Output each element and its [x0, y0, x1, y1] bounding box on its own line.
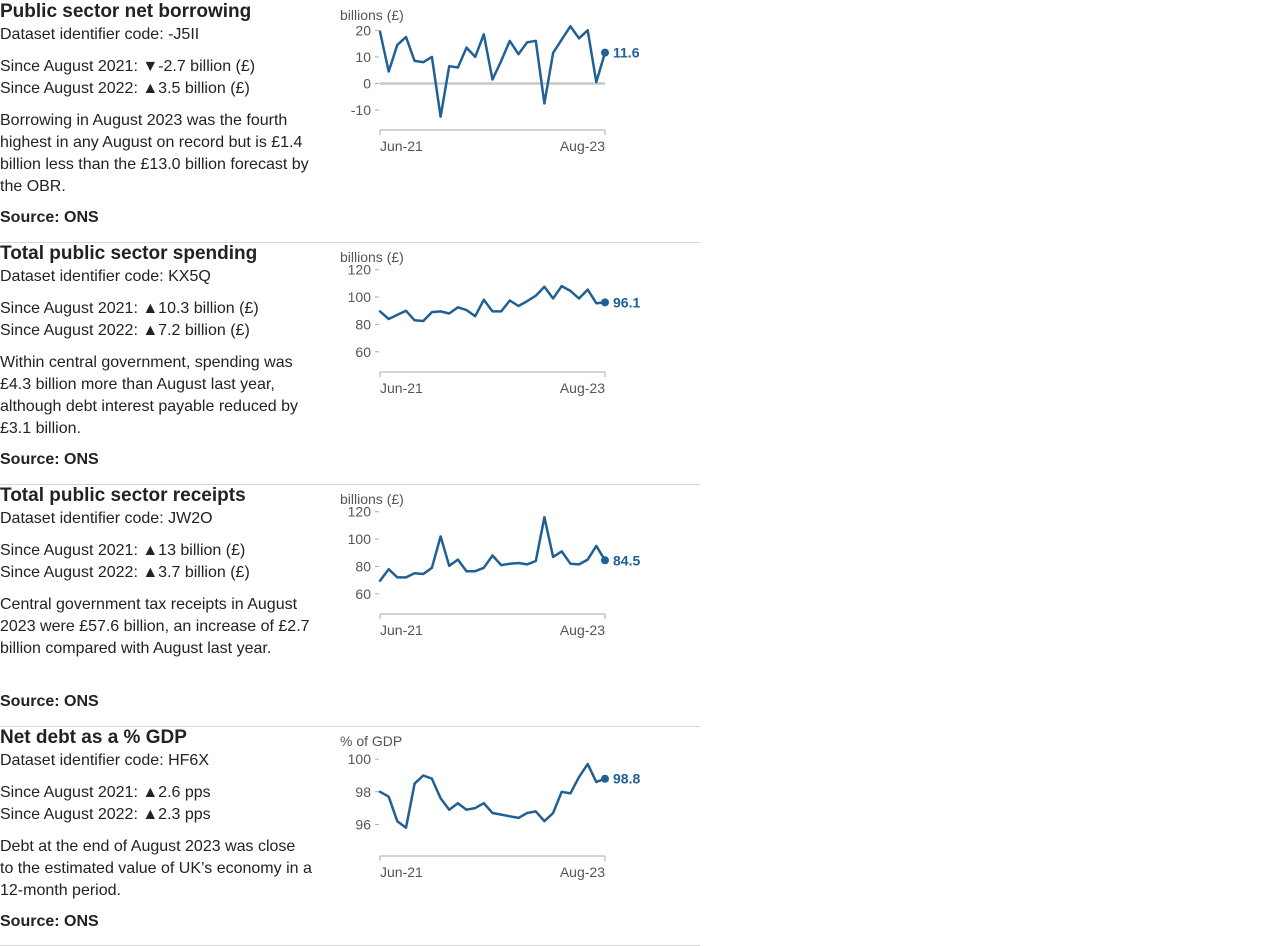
- change-since-2021: Since August 2021: ▲10.3 billion (£): [0, 300, 259, 317]
- dataset-code: Dataset identifier code: KX5Q: [0, 268, 211, 285]
- y-tick-label: 100: [348, 531, 372, 547]
- end-point-marker: [601, 556, 609, 565]
- change-since-2022: Since August 2022: ▲3.5 billion (£): [0, 80, 250, 97]
- panel-text: Total public sector receipts Dataset ide…: [0, 484, 320, 660]
- source-label: Source: ONS: [0, 693, 99, 710]
- x-tick-label-start: Jun-21: [380, 138, 423, 154]
- end-value-label: 96.1: [613, 294, 640, 310]
- end-point-marker: [601, 48, 609, 57]
- panel-net-borrowing: Public sector net borrowing Dataset iden…: [0, 0, 700, 243]
- y-tick-label: 10: [355, 49, 371, 65]
- x-tick-label-end: Aug-23: [560, 622, 605, 638]
- y-tick-label: 100: [348, 751, 372, 767]
- y-tick-label: 100: [348, 289, 372, 305]
- x-tick-label-start: Jun-21: [380, 622, 423, 638]
- change-since-2021: Since August 2021: ▲2.6 pps: [0, 784, 211, 801]
- y-tick-label: 80: [355, 558, 371, 574]
- chart-net-borrowing: billions (£)20 10 0 -10 Jun-21 Aug-23 11.6: [340, 7, 640, 154]
- y-axis-unit-label: % of GDP: [340, 733, 402, 749]
- panel-description: Borrowing in August 2023 was the fourth …: [0, 112, 309, 195]
- x-tick-label-start: Jun-21: [380, 380, 423, 396]
- series-line: [378, 515, 607, 583]
- end-value-label: 11.6: [613, 45, 640, 61]
- series-line: [378, 25, 607, 118]
- panel-text: Public sector net borrowing Dataset iden…: [0, 0, 320, 198]
- panel-receipts: Total public sector receipts Dataset ide…: [0, 484, 700, 727]
- panel-text: Total public sector spending Dataset ide…: [0, 242, 320, 440]
- chart-net-debt: % of GDP 100 98 96 Jun-21 Aug-23 98.8: [340, 733, 640, 880]
- panel-title: Total public sector receipts: [0, 485, 246, 506]
- change-since-2022: Since August 2022: ▲3.7 billion (£): [0, 564, 250, 581]
- change-since-2022: Since August 2022: ▲2.3 pps: [0, 806, 211, 823]
- panel-net-debt: Net debt as a % GDP Dataset identifier c…: [0, 726, 700, 946]
- panel-title: Net debt as a % GDP: [0, 727, 187, 748]
- changes: Since August 2021: ▲2.6 pps Since August…: [0, 782, 320, 826]
- end-point-marker: [601, 298, 609, 307]
- chart-receipts: billions (£)120 100 80 60 Jun-21 Aug-23 84.5: [340, 491, 640, 638]
- y-tick-label: 20: [355, 22, 371, 38]
- chart-spending: billions (£)120 100 80 60 Jun-21 Aug-23 96.1: [340, 249, 640, 396]
- x-tick-label-end: Aug-23: [560, 380, 605, 396]
- panel-title: Total public sector spending: [0, 243, 258, 264]
- y-tick-label: 60: [355, 586, 371, 602]
- changes: Since August 2021: ▼-2.7 billion (£) Sin…: [0, 56, 320, 100]
- x-tick-label-end: Aug-23: [560, 138, 605, 154]
- y-axis-unit-label: billions (£): [340, 7, 404, 23]
- y-tick-label: -10: [351, 102, 371, 118]
- source-label: Source: ONS: [0, 913, 99, 930]
- x-tick-label-end: Aug-23: [560, 864, 605, 880]
- y-tick-label: 0: [363, 75, 371, 91]
- change-since-2021: Since August 2021: ▲13 billion (£): [0, 542, 246, 559]
- y-axis-unit-label: billions (£): [340, 249, 404, 265]
- panel-description: Within central government, spending was …: [0, 354, 298, 437]
- changes: Since August 2021: ▲13 billion (£) Since…: [0, 540, 320, 584]
- y-tick-label: 120: [348, 504, 372, 520]
- source-label: Source: ONS: [0, 451, 99, 468]
- y-tick-label: 98: [355, 784, 371, 800]
- panel-text: Net debt as a % GDP Dataset identifier c…: [0, 726, 320, 902]
- series-line: [378, 284, 607, 323]
- y-tick-label: 80: [355, 316, 371, 332]
- source-label: Source: ONS: [0, 209, 99, 226]
- end-value-label: 84.5: [613, 552, 640, 568]
- y-axis-unit-label: billions (£): [340, 491, 404, 507]
- end-value-label: 98.8: [613, 771, 640, 787]
- y-tick-label: 96: [355, 816, 371, 832]
- dataset-code: Dataset identifier code: -J5II: [0, 26, 200, 43]
- panel-spending: Total public sector spending Dataset ide…: [0, 242, 700, 485]
- panel-description: Central government tax receipts in Augus…: [0, 596, 310, 657]
- y-tick-label: 120: [348, 262, 372, 278]
- end-point-marker: [601, 774, 609, 783]
- change-since-2021: Since August 2021: ▼-2.7 billion (£): [0, 58, 256, 75]
- x-tick-label-start: Jun-21: [380, 864, 423, 880]
- panel-description: Debt at the end of August 2023 was close…: [0, 838, 312, 899]
- dataset-code: Dataset identifier code: HF6X: [0, 752, 209, 769]
- dataset-code: Dataset identifier code: JW2O: [0, 510, 213, 527]
- series-line: [378, 762, 607, 829]
- changes: Since August 2021: ▲10.3 billion (£) Sin…: [0, 298, 320, 342]
- y-tick-label: 60: [355, 344, 371, 360]
- panel-title: Public sector net borrowing: [0, 1, 252, 22]
- change-since-2022: Since August 2022: ▲7.2 billion (£): [0, 322, 250, 339]
